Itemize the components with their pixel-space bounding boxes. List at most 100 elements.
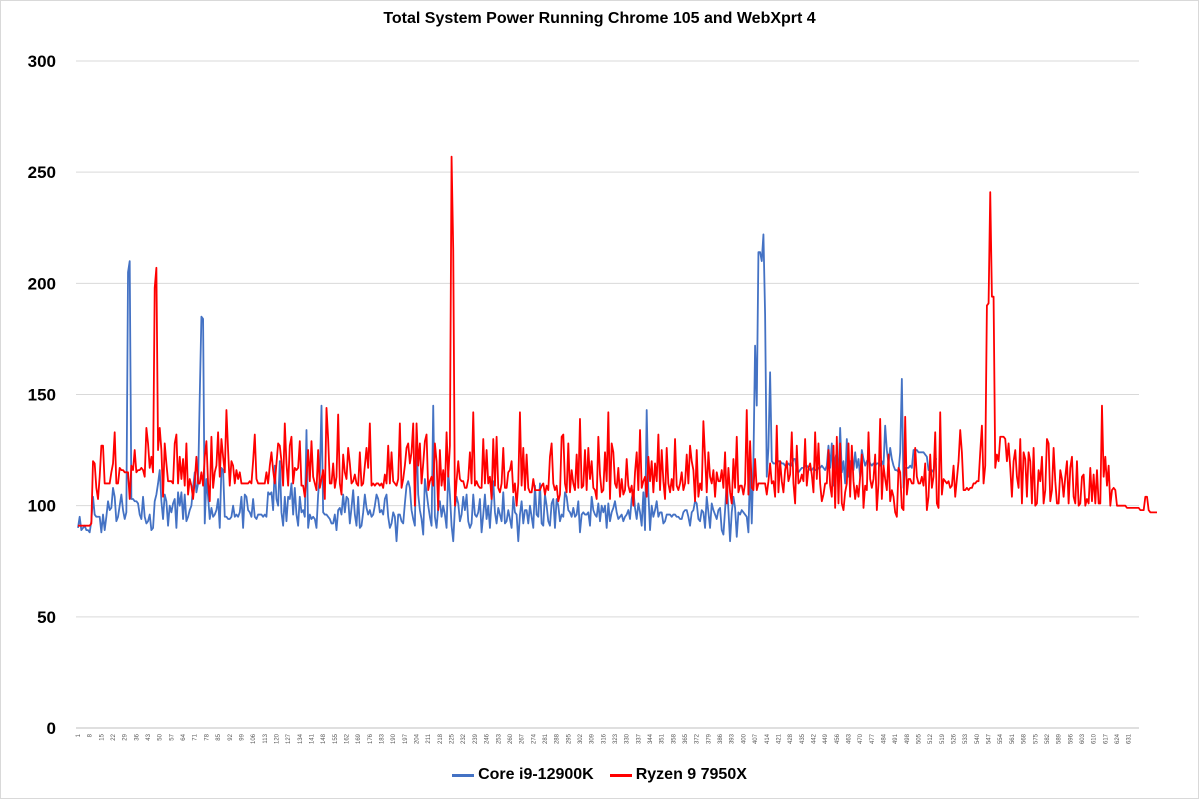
x-tick-label: 113 [263,733,269,743]
y-tick-label: 0 [47,719,56,738]
x-tick-label: 155 [333,733,339,744]
x-tick-label: 85 [216,733,222,740]
x-tick-label: 505 [917,733,923,744]
x-tick-label: 57 [169,733,175,740]
x-tick-label: 190 [391,733,397,744]
x-tick-label: 253 [496,733,502,744]
x-tick-label: 1 [76,733,82,737]
x-tick-label: 78 [204,733,210,740]
x-tick-label: 211 [426,733,432,743]
x-tick-label: 239 [473,733,479,744]
x-tick-label: 512 [928,733,934,744]
x-tick-label: 127 [286,733,292,744]
x-tick-label: 547 [987,733,993,744]
x-tick-label: 176 [368,733,374,744]
x-tick-label: 29 [123,733,129,740]
x-tick-label: 232 [461,733,467,744]
x-tick-label: 92 [228,733,234,740]
x-tick-label: 435 [800,733,806,744]
y-tick-label: 300 [28,52,56,71]
x-tick-label: 533 [963,733,969,744]
x-tick-label: 218 [438,733,444,744]
y-tick-label: 100 [28,497,56,516]
x-tick-label: 225 [450,733,456,744]
x-tick-label: 386 [718,733,724,744]
series-line-ryzen-9-7950x [78,155,1158,527]
x-tick-label: 8 [88,733,94,737]
x-tick-label: 372 [695,733,701,744]
x-tick-label: 204 [415,733,421,744]
x-tick-label: 169 [356,733,362,744]
y-axis-ticks: 0 50 100 150 200 250 300 [28,52,56,738]
x-tick-label: 99 [239,733,245,740]
x-tick-label: 15 [99,733,105,740]
x-tick-label: 274 [531,733,537,744]
x-tick-label: 526 [952,733,958,744]
x-tick-label: 50 [158,733,164,740]
gridlines [76,60,1139,729]
x-tick-label: 148 [321,733,327,744]
x-tick-label: 246 [485,733,491,744]
series-line-core-i9-12900k [77,233,937,543]
x-tick-label: 344 [648,733,654,744]
x-tick-label: 400 [741,733,747,744]
x-tick-label: 365 [683,733,689,744]
x-tick-label: 540 [975,733,981,744]
x-tick-label: 421 [776,733,782,744]
x-tick-label: 120 [274,733,280,744]
x-tick-label: 183 [380,733,386,744]
x-tick-label: 64 [181,733,187,740]
legend: Core i9-12900K Ryzen 9 7950X [0,766,1199,784]
x-tick-label: 36 [134,733,140,740]
x-tick-label: 498 [905,733,911,744]
y-tick-label: 150 [28,386,56,405]
x-tick-label: 596 [1068,733,1074,744]
x-tick-label: 456 [835,733,841,744]
x-tick-label: 316 [601,733,607,744]
legend-label-ryzen: Ryzen 9 7950X [635,766,747,783]
x-tick-label: 295 [566,733,572,744]
x-tick-label: 442 [811,733,817,744]
x-tick-label: 302 [578,733,584,744]
series-lines [77,155,1158,543]
x-tick-label: 491 [893,733,899,744]
x-tick-label: 71 [193,733,199,740]
x-tick-label: 477 [870,733,876,744]
x-tick-label: 43 [146,733,152,740]
y-tick-label: 200 [28,274,56,293]
x-tick-label: 617 [1103,733,1109,744]
legend-swatch-core-i9 [452,773,475,777]
x-tick-label: 428 [788,733,794,744]
y-tick-label: 250 [28,163,56,182]
x-tick-label: 568 [1022,733,1028,744]
x-tick-label: 414 [765,733,771,744]
x-tick-label: 407 [753,733,759,744]
x-tick-label: 288 [555,733,561,744]
legend-item-ryzen: Ryzen 9 7950X [609,766,747,784]
x-tick-label: 330 [625,733,631,744]
x-tick-label: 610 [1092,733,1098,744]
x-tick-label: 281 [543,733,549,744]
x-axis-ticks: 1 8 15 22 29 36 43 50 57 64 71 78 85 92 99 106 113 120 127… [76,733,1133,744]
x-tick-label: 631 [1127,733,1133,744]
x-tick-label: 589 [1057,733,1063,744]
y-tick-label: 50 [37,608,56,627]
x-tick-label: 351 [660,733,666,744]
legend-label-core-i9: Core i9-12900K [478,766,594,783]
x-tick-label: 561 [1010,733,1016,744]
x-tick-label: 519 [940,733,946,744]
x-tick-label: 337 [636,733,642,744]
x-tick-label: 575 [1033,733,1039,744]
x-tick-label: 393 [730,733,736,744]
x-tick-label: 267 [520,733,526,744]
x-tick-label: 106 [251,733,257,744]
x-tick-label: 358 [671,733,677,744]
legend-swatch-ryzen [609,773,632,777]
x-tick-label: 141 [309,733,315,744]
x-tick-label: 323 [613,733,619,744]
x-tick-label: 134 [298,733,304,744]
x-tick-label: 162 [345,733,351,744]
x-tick-label: 554 [998,733,1004,744]
x-tick-label: 260 [508,733,514,744]
